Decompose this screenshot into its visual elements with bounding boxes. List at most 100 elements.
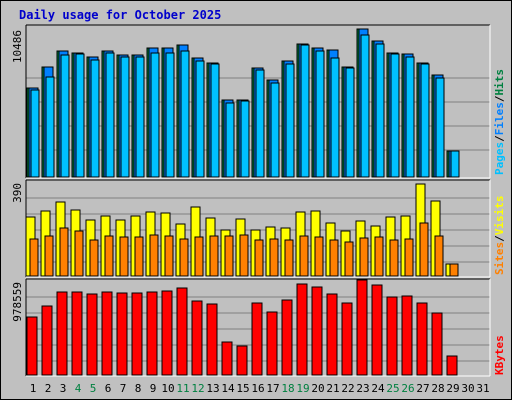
bar-kbytes xyxy=(131,292,143,376)
x-tick-label: 4 xyxy=(75,382,82,395)
bar-pages xyxy=(240,100,250,178)
bar-sites xyxy=(359,237,369,277)
x-tick-label: 17 xyxy=(266,382,279,395)
x-tick-label: 24 xyxy=(371,382,385,395)
bar-kbytes xyxy=(221,341,233,376)
bar-sites xyxy=(224,235,234,277)
bar-kbytes xyxy=(41,305,53,376)
panel-2-max-label: 390 xyxy=(11,183,24,203)
bar-sites xyxy=(29,238,39,277)
bar-kbytes xyxy=(401,295,413,376)
bar-kbytes xyxy=(446,355,458,376)
bar-pages xyxy=(345,67,355,178)
legend-sites-visits-part: / xyxy=(493,235,506,242)
bar-pages xyxy=(135,56,145,178)
bar-kbytes xyxy=(386,296,398,376)
x-tick-label: 20 xyxy=(311,382,324,395)
bar-kbytes xyxy=(416,302,428,376)
bar-sites xyxy=(329,239,339,277)
legend-sites-visits-part: Sites xyxy=(493,242,506,275)
x-tick-label: 16 xyxy=(251,382,264,395)
bar-sites xyxy=(119,236,129,277)
x-tick-label: 22 xyxy=(341,382,354,395)
bar-sites xyxy=(434,235,444,277)
bar-sites xyxy=(449,263,459,277)
legend-pages-files-hits-part: / xyxy=(493,135,506,142)
x-tick-label: 31 xyxy=(476,382,489,395)
legend-sites-visits-part: Visits xyxy=(493,196,506,236)
x-tick-label: 8 xyxy=(135,382,142,395)
legend-kbytes-part: KBytes xyxy=(493,335,506,375)
x-tick-label: 19 xyxy=(296,382,309,395)
x-tick-label: 2 xyxy=(45,382,52,395)
bar-kbytes xyxy=(296,283,308,376)
bar-sites xyxy=(389,239,399,277)
bar-sites xyxy=(284,239,294,277)
bar-sites xyxy=(254,239,264,277)
x-tick-label: 15 xyxy=(236,382,249,395)
bar-sites xyxy=(149,234,159,277)
bar-pages xyxy=(105,52,115,178)
bar-pages xyxy=(285,63,295,178)
bar-kbytes xyxy=(371,284,383,376)
bar-kbytes xyxy=(146,291,158,376)
x-tick-label: 14 xyxy=(221,382,235,395)
panel-1-max-label: 10486 xyxy=(11,30,24,63)
bar-pages xyxy=(60,54,70,178)
panel-3-max-label: 978559 xyxy=(11,282,24,322)
bar-pages xyxy=(75,53,85,178)
x-tick-label: 7 xyxy=(120,382,127,395)
x-tick-label: 13 xyxy=(206,382,219,395)
bar-pages xyxy=(165,52,175,178)
x-tick-label: 1 xyxy=(30,382,37,395)
bar-pages xyxy=(90,59,100,178)
bar-sites xyxy=(299,235,309,277)
bar-kbytes xyxy=(206,303,218,376)
legend-pages-files-hits: Pages/Files/Hits xyxy=(493,69,506,175)
bar-pages xyxy=(255,69,265,178)
bar-kbytes xyxy=(191,300,203,376)
bar-sites xyxy=(44,235,54,277)
bar-kbytes xyxy=(176,287,188,376)
bar-pages xyxy=(210,63,220,178)
bar-sites xyxy=(164,235,174,277)
bar-pages xyxy=(360,34,370,178)
x-tick-label: 9 xyxy=(150,382,157,395)
bar-kbytes xyxy=(26,316,38,376)
bar-sites xyxy=(134,236,144,277)
bar-pages xyxy=(375,43,385,178)
bar-sites xyxy=(374,236,384,277)
bar-pages xyxy=(390,53,400,178)
bar-kbytes xyxy=(341,302,353,376)
bar-kbytes xyxy=(101,291,113,376)
bar-kbytes xyxy=(311,286,323,376)
bar-pages xyxy=(450,150,460,178)
legend-sites-visits: Sites/Visits xyxy=(493,196,506,276)
bar-kbytes xyxy=(56,291,68,376)
legend-pages-files-hits-part: Hits xyxy=(493,69,506,96)
bar-sites xyxy=(59,227,69,277)
bar-kbytes xyxy=(431,312,443,376)
bar-sites xyxy=(179,238,189,277)
x-tick-label: 23 xyxy=(356,382,369,395)
x-tick-label: 3 xyxy=(60,382,67,395)
bar-kbytes xyxy=(251,302,263,376)
bar-pages xyxy=(270,82,280,178)
bar-pages xyxy=(195,60,205,178)
bar-kbytes xyxy=(356,279,368,376)
bar-kbytes xyxy=(71,291,83,376)
bar-pages xyxy=(150,52,160,178)
chart-title: Daily usage for October 2025 xyxy=(19,8,222,22)
bar-pages xyxy=(180,50,190,178)
bar-sites xyxy=(419,222,429,277)
bar-pages xyxy=(45,76,55,178)
bar-pages xyxy=(405,56,415,178)
bar-sites xyxy=(404,238,414,277)
bar-sites xyxy=(104,235,114,277)
bar-kbytes xyxy=(116,292,128,376)
x-tick-label: 10 xyxy=(161,382,174,395)
x-tick-label: 11 xyxy=(176,382,189,395)
bar-kbytes xyxy=(326,293,338,376)
bar-pages xyxy=(120,56,130,178)
